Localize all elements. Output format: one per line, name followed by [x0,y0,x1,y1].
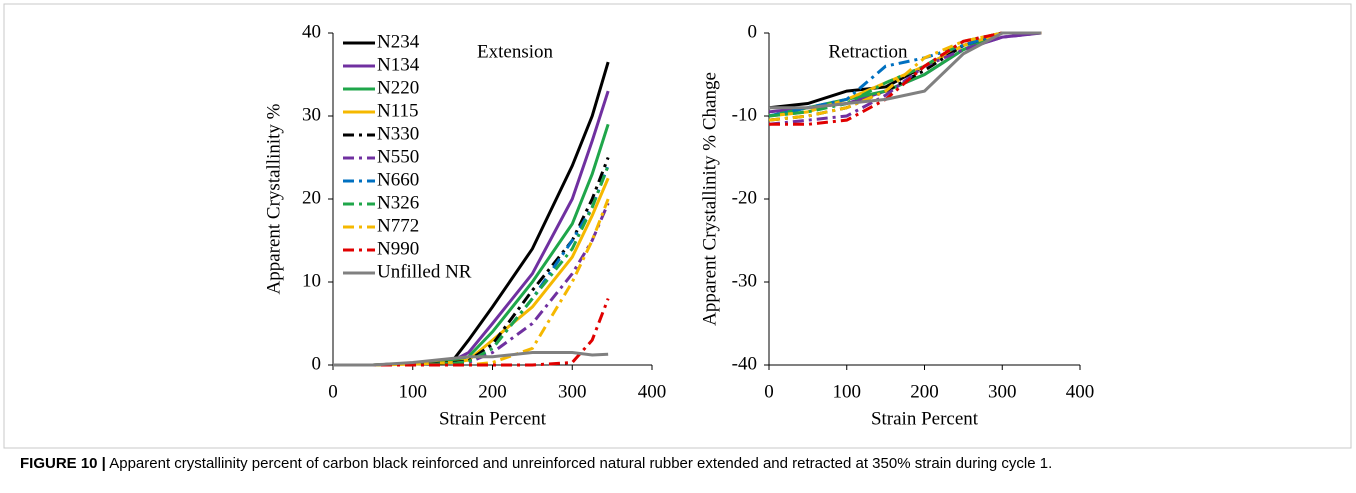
figure-frame [3,3,1352,449]
x-tick-label: 300 [988,381,1017,402]
y-axis-title: Apparent Crystallinity % Change [699,72,720,326]
caption: FIGURE 10 | Apparent crystallinity perce… [20,455,1052,472]
y-tick-label: -30 [732,270,757,291]
legend-label: N990 [377,238,419,259]
series-line [333,123,610,367]
series-line [333,298,610,367]
y-tick-label: 0 [748,21,758,42]
legend-label: N326 [377,192,419,213]
y-axis-title: Apparent Crystallinity % [263,103,284,294]
annotation: Retraction [828,41,908,62]
x-tick-label: 100 [399,381,428,402]
y-tick-label: 30 [302,104,321,125]
y-tick-label: 0 [312,353,322,374]
series-line [333,351,609,367]
legend-label: N550 [377,146,419,167]
y-tick-label: -10 [732,104,757,125]
x-tick-label: 400 [638,381,667,402]
series-line [769,31,1042,110]
y-tick-label: -40 [732,353,757,374]
caption-text: Apparent crystallinity percent of carbon… [109,455,1052,472]
x-tick-label: 100 [833,381,862,402]
legend-label: Unfilled NR [377,261,472,282]
annotation: Extension [477,41,553,62]
x-tick-label: 300 [558,381,587,402]
y-tick-label: 20 [302,187,321,208]
x-tick-label: 200 [910,381,939,402]
legend-label: N234 [377,31,420,52]
y-tick-label: 40 [302,21,321,42]
legend-label: N134 [377,54,420,75]
x-tick-label: 200 [478,381,507,402]
y-tick-label: -20 [732,187,757,208]
x-tick-label: 0 [764,381,774,402]
legend-label: N660 [377,169,419,190]
legend-label: N220 [377,77,419,98]
series-line [333,165,610,367]
x-axis-title: Strain Percent [439,408,547,429]
series-line [333,61,610,367]
x-tick-label: 400 [1066,381,1095,402]
series-line [768,31,1042,122]
x-axis-title: Strain Percent [871,408,979,429]
x-tick-label: 0 [328,381,338,402]
y-tick-label: 10 [302,270,321,291]
legend-label: N772 [377,215,419,236]
legend-label: N330 [377,123,419,144]
legend-label: N115 [377,100,419,121]
series-line [768,31,1042,126]
series-line [333,156,610,367]
caption-label: FIGURE 10 | [20,455,106,472]
series-line [769,31,1042,126]
